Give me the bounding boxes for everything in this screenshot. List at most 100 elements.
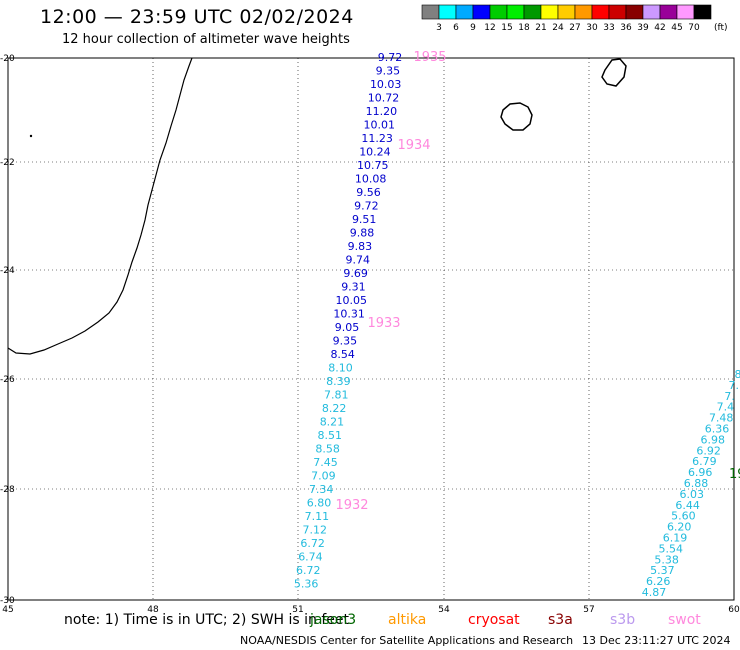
satellite-cryosat: cryosat	[468, 612, 520, 628]
legend-label: 30	[586, 23, 598, 33]
wave-height-value: 7.48	[709, 412, 734, 425]
legend-label: 27	[569, 23, 580, 33]
wave-height-value: 10.72	[368, 92, 400, 105]
wave-height-value: 8.39	[326, 375, 351, 388]
wave-height-value: 9.72	[354, 200, 379, 213]
wave-height-value: 7.12	[303, 524, 328, 537]
pass-number: 1935	[413, 50, 446, 65]
legend-label: 18	[518, 23, 530, 33]
legend-label: 42	[654, 23, 665, 33]
credit-line: NOAA/NESDIS Center for Satellite Applica…	[240, 634, 574, 647]
pass-number: 19	[729, 467, 740, 482]
longitude-label: 45	[2, 605, 13, 615]
wave-height-value: 5.38	[654, 553, 679, 566]
satellite-swot: swot	[668, 612, 701, 628]
satellite-jason3: jason3	[310, 612, 357, 628]
wave-height-value: 9.51	[352, 213, 377, 226]
legend-label: 3	[436, 23, 442, 33]
wave-height-value: 5.60	[671, 510, 696, 523]
legend-swatch	[574, 4, 593, 20]
wave-height-value: 7.4	[717, 401, 735, 414]
wave-height-value: 7.34	[309, 483, 334, 496]
axis-labels: 45 48 51 54 57 60 -20 -22 -24 -26 -28 -30	[0, 54, 740, 615]
color-legend: 3 6 9 12 15 18 21 24 27 30 33 36 39 42 45 70	[421, 4, 712, 33]
wave-height-value: 11.23	[361, 132, 393, 145]
longitude-label: 51	[292, 605, 303, 615]
legend-swatch	[523, 4, 542, 20]
satellite-altika: altika	[388, 612, 427, 628]
wave-height-value: 7.81	[324, 389, 349, 402]
wave-height-value: 7.11	[305, 510, 330, 523]
wave-height-value: 9.35	[376, 65, 401, 78]
latitude-label: -28	[0, 485, 15, 495]
wave-height-value: 10.75	[357, 159, 389, 172]
wave-height-value: 10.31	[333, 308, 365, 321]
wave-height-value: 8.51	[318, 429, 343, 442]
wave-height-value: 10.03	[370, 78, 402, 91]
wave-height-value: 9.69	[343, 267, 368, 280]
latitude-label: -26	[0, 375, 15, 385]
longitude-label: 60	[728, 605, 740, 615]
legend-label: 12	[484, 23, 495, 33]
legend-label: 6	[453, 23, 459, 33]
wave-height-value: 6.72	[296, 564, 321, 577]
wave-height-value: 6.44	[675, 499, 700, 512]
legend-swatch	[438, 4, 457, 20]
latitude-label: -24	[0, 266, 15, 276]
legend-swatch	[676, 4, 695, 20]
wave-height-value: 8.54	[330, 348, 355, 361]
legend-label: 36	[620, 23, 632, 33]
wave-height-value: 6.19	[663, 532, 688, 545]
map-frame	[7, 57, 735, 601]
wave-height-value: 5.36	[294, 578, 319, 591]
wave-height-value: 6.72	[300, 537, 325, 550]
altimeter-track-east: 87.7.7.47.486.366.986.926.796.966.886.03…	[642, 368, 740, 599]
legend-label: 15	[501, 23, 512, 33]
wave-height-value: 6.79	[692, 455, 717, 468]
legend-swatch	[472, 4, 491, 20]
page-title: 12:00 — 23:59 UTC 02/02/2024	[40, 6, 354, 28]
wave-height-value: 4.87	[642, 586, 667, 599]
wave-height-value: 5.54	[659, 542, 684, 555]
longitude-label: 48	[147, 605, 159, 615]
legend-label: 21	[535, 23, 546, 33]
pass-number: 1933	[367, 316, 400, 331]
legend-swatch	[421, 4, 440, 20]
wave-height-value: 8.58	[315, 443, 340, 456]
legend-swatch	[608, 4, 627, 20]
legend-swatch	[642, 4, 661, 20]
wave-height-value: 10.05	[336, 294, 368, 307]
wave-height-value: 6.80	[307, 497, 332, 510]
islet	[29, 134, 33, 138]
legend-swatch	[489, 4, 508, 20]
wave-height-value: 6.36	[705, 423, 730, 436]
legend-swatch	[455, 4, 474, 20]
wave-height-value: 10.08	[355, 173, 387, 186]
wave-height-value: 10.24	[359, 146, 391, 159]
wave-height-value: 9.74	[346, 254, 371, 267]
wave-height-value: 6.03	[680, 488, 705, 501]
wave-height-value: 11.20	[366, 105, 398, 118]
wave-height-value: 6.26	[646, 575, 671, 588]
wave-height-value: 9.83	[348, 240, 373, 253]
wave-height-value: 7.09	[311, 470, 336, 483]
wave-height-value: 9.35	[333, 335, 358, 348]
longitude-label: 54	[438, 605, 450, 615]
wave-height-value: 5.37	[650, 564, 675, 577]
wave-height-value: 7.	[729, 379, 740, 392]
wave-height-value: 8.21	[320, 416, 345, 429]
legend-label: 39	[637, 23, 649, 33]
legend-label: 33	[603, 23, 614, 33]
altimeter-track-west: 9.729.3510.0310.7211.2010.0111.2310.2410…	[294, 50, 447, 591]
legend-label: 24	[552, 23, 564, 33]
legend-swatch	[591, 4, 610, 20]
wave-height-value: 9.88	[350, 227, 375, 240]
wave-height-value: 10.01	[364, 119, 396, 132]
generation-timestamp: 13 Dec 23:11:27 UTC 2024	[582, 634, 731, 647]
wave-height-value: 6.92	[696, 444, 721, 457]
footnote-note: note: 1) Time is in UTC; 2) SWH is in fe…	[64, 612, 350, 628]
page-subtitle: 12 hour collection of altimeter wave hei…	[62, 32, 350, 47]
latitude-label: -22	[0, 158, 15, 168]
wave-height-value: 8.22	[322, 402, 347, 415]
